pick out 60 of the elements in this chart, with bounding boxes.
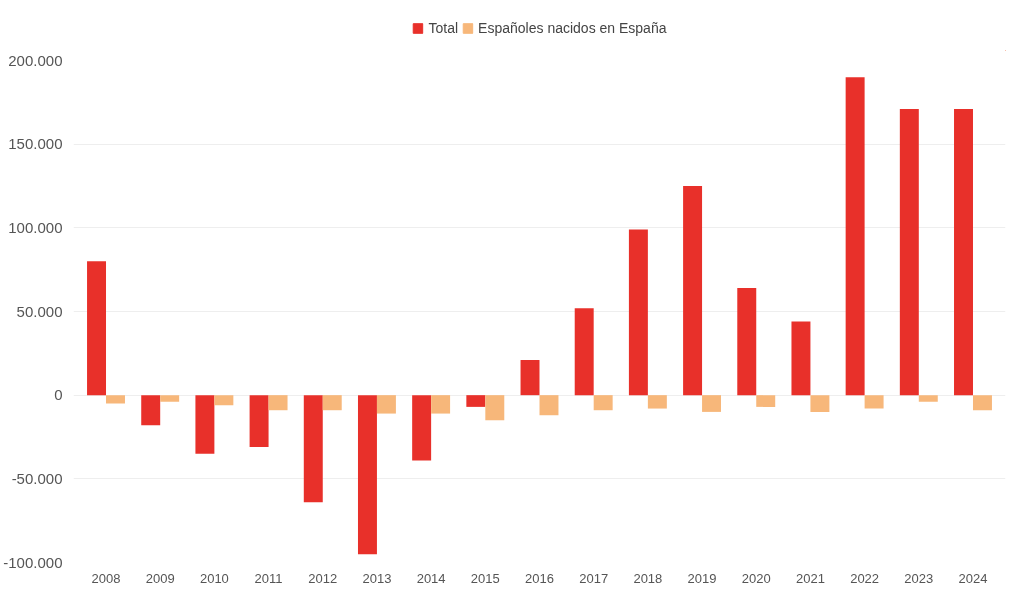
- y-tick-label: 200.000: [8, 51, 63, 69]
- bar: [466, 395, 486, 407]
- bar: [322, 395, 342, 411]
- x-tick-label: 2014: [416, 570, 446, 586]
- bar: [160, 395, 180, 402]
- x-tick-label: 2012: [308, 570, 338, 586]
- bar: [303, 395, 323, 503]
- x-tick-label: 2016: [525, 570, 554, 586]
- bar: [972, 395, 992, 411]
- x-tick-label: 2017: [579, 570, 609, 586]
- bar: [268, 395, 288, 411]
- x-tick-label: 2021: [795, 570, 825, 586]
- bar: [574, 308, 594, 396]
- x-tick-label: 2009: [145, 570, 175, 586]
- bar: [593, 395, 613, 411]
- bar: [214, 395, 234, 406]
- y-tick-label: 150.000: [8, 135, 63, 153]
- bar: [702, 395, 722, 412]
- legend-label: Españoles nacidos en España: [478, 19, 667, 36]
- x-tick-label: 2022: [850, 570, 880, 586]
- bar: [87, 261, 107, 396]
- bar: [249, 395, 269, 448]
- bar: [628, 229, 648, 396]
- bar: [954, 109, 973, 396]
- bar: [357, 395, 377, 555]
- y-tick-label: 100.000: [8, 218, 63, 236]
- bar: [899, 109, 919, 396]
- bar: [412, 395, 432, 461]
- x-tick-label: 2011: [254, 570, 283, 586]
- y-tick-label: -100.000: [3, 553, 63, 571]
- x-tick-label: 2018: [633, 570, 663, 586]
- bar: [106, 395, 125, 404]
- x-tick-label: 2020: [741, 570, 771, 586]
- x-tick-label: 2015: [470, 570, 500, 586]
- y-tick-label: 50.000: [16, 302, 63, 320]
- bar: [485, 395, 505, 421]
- x-tick-label: 2019: [687, 570, 717, 586]
- bar: [810, 395, 830, 412]
- bar: [845, 77, 865, 396]
- bar: [647, 395, 667, 409]
- bar: [141, 395, 161, 426]
- x-tick-label: 2013: [362, 570, 392, 586]
- y-tick-label: -50.000: [11, 469, 63, 487]
- bar: [756, 395, 776, 407]
- bar: [195, 395, 215, 454]
- bar: [918, 395, 938, 402]
- bar: [376, 395, 396, 414]
- bar: [737, 288, 757, 396]
- bar: [864, 395, 884, 409]
- legend-label: Total: [428, 19, 459, 36]
- x-tick-label: 2023: [904, 570, 934, 586]
- bar: [520, 360, 540, 396]
- bar: [539, 395, 559, 416]
- bar: [683, 186, 703, 396]
- y-tick-label: 0: [54, 386, 63, 404]
- x-tick-label: 2010: [199, 570, 229, 586]
- x-tick-label: 2008: [91, 570, 121, 586]
- x-tick-label: 2024: [958, 570, 988, 586]
- bar: [791, 321, 811, 396]
- bar: [431, 395, 451, 414]
